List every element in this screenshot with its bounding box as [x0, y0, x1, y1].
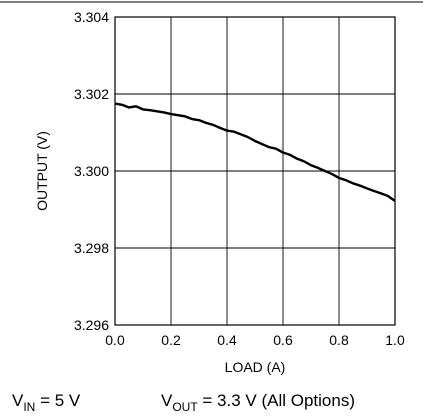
x-tick-label: 0.2 — [161, 332, 181, 348]
vout-condition-label: VOUT = 3.3 V (All Options) — [161, 391, 355, 414]
y-tick-label: 3.298 — [74, 240, 109, 256]
y-tick-label: 3.296 — [74, 317, 109, 333]
vout-subscript: OUT — [172, 400, 198, 414]
y-axis-title: OUTPUT (V) — [34, 131, 50, 211]
vout-symbol: V — [161, 391, 173, 410]
x-tick-label: 0.8 — [329, 332, 349, 348]
vin-value: = 5 V — [35, 391, 81, 410]
y-tick-label: 3.302 — [74, 86, 109, 102]
x-tick-label: 1.0 — [385, 332, 405, 348]
y-tick-labels: 3.296 3.298 3.300 3.302 3.304 — [74, 9, 109, 333]
vin-symbol: V — [12, 391, 24, 410]
x-tick-label: 0.0 — [105, 332, 125, 348]
x-tick-label: 0.4 — [217, 332, 237, 348]
plot-frame — [114, 16, 396, 326]
x-axis-title: LOAD (A) — [225, 359, 286, 375]
y-tick-label: 3.300 — [74, 163, 109, 179]
y-tick-label: 3.304 — [74, 9, 109, 25]
vout-value: = 3.3 V (All Options) — [198, 391, 355, 410]
x-tick-label: 0.6 — [273, 332, 293, 348]
series-layer — [114, 102, 396, 203]
vin-subscript: IN — [23, 400, 35, 414]
x-tick-labels: 0.0 0.2 0.4 0.6 0.8 1.0 — [105, 332, 405, 348]
vin-condition-label: VIN = 5 V — [12, 391, 81, 414]
series-line — [114, 102, 396, 203]
